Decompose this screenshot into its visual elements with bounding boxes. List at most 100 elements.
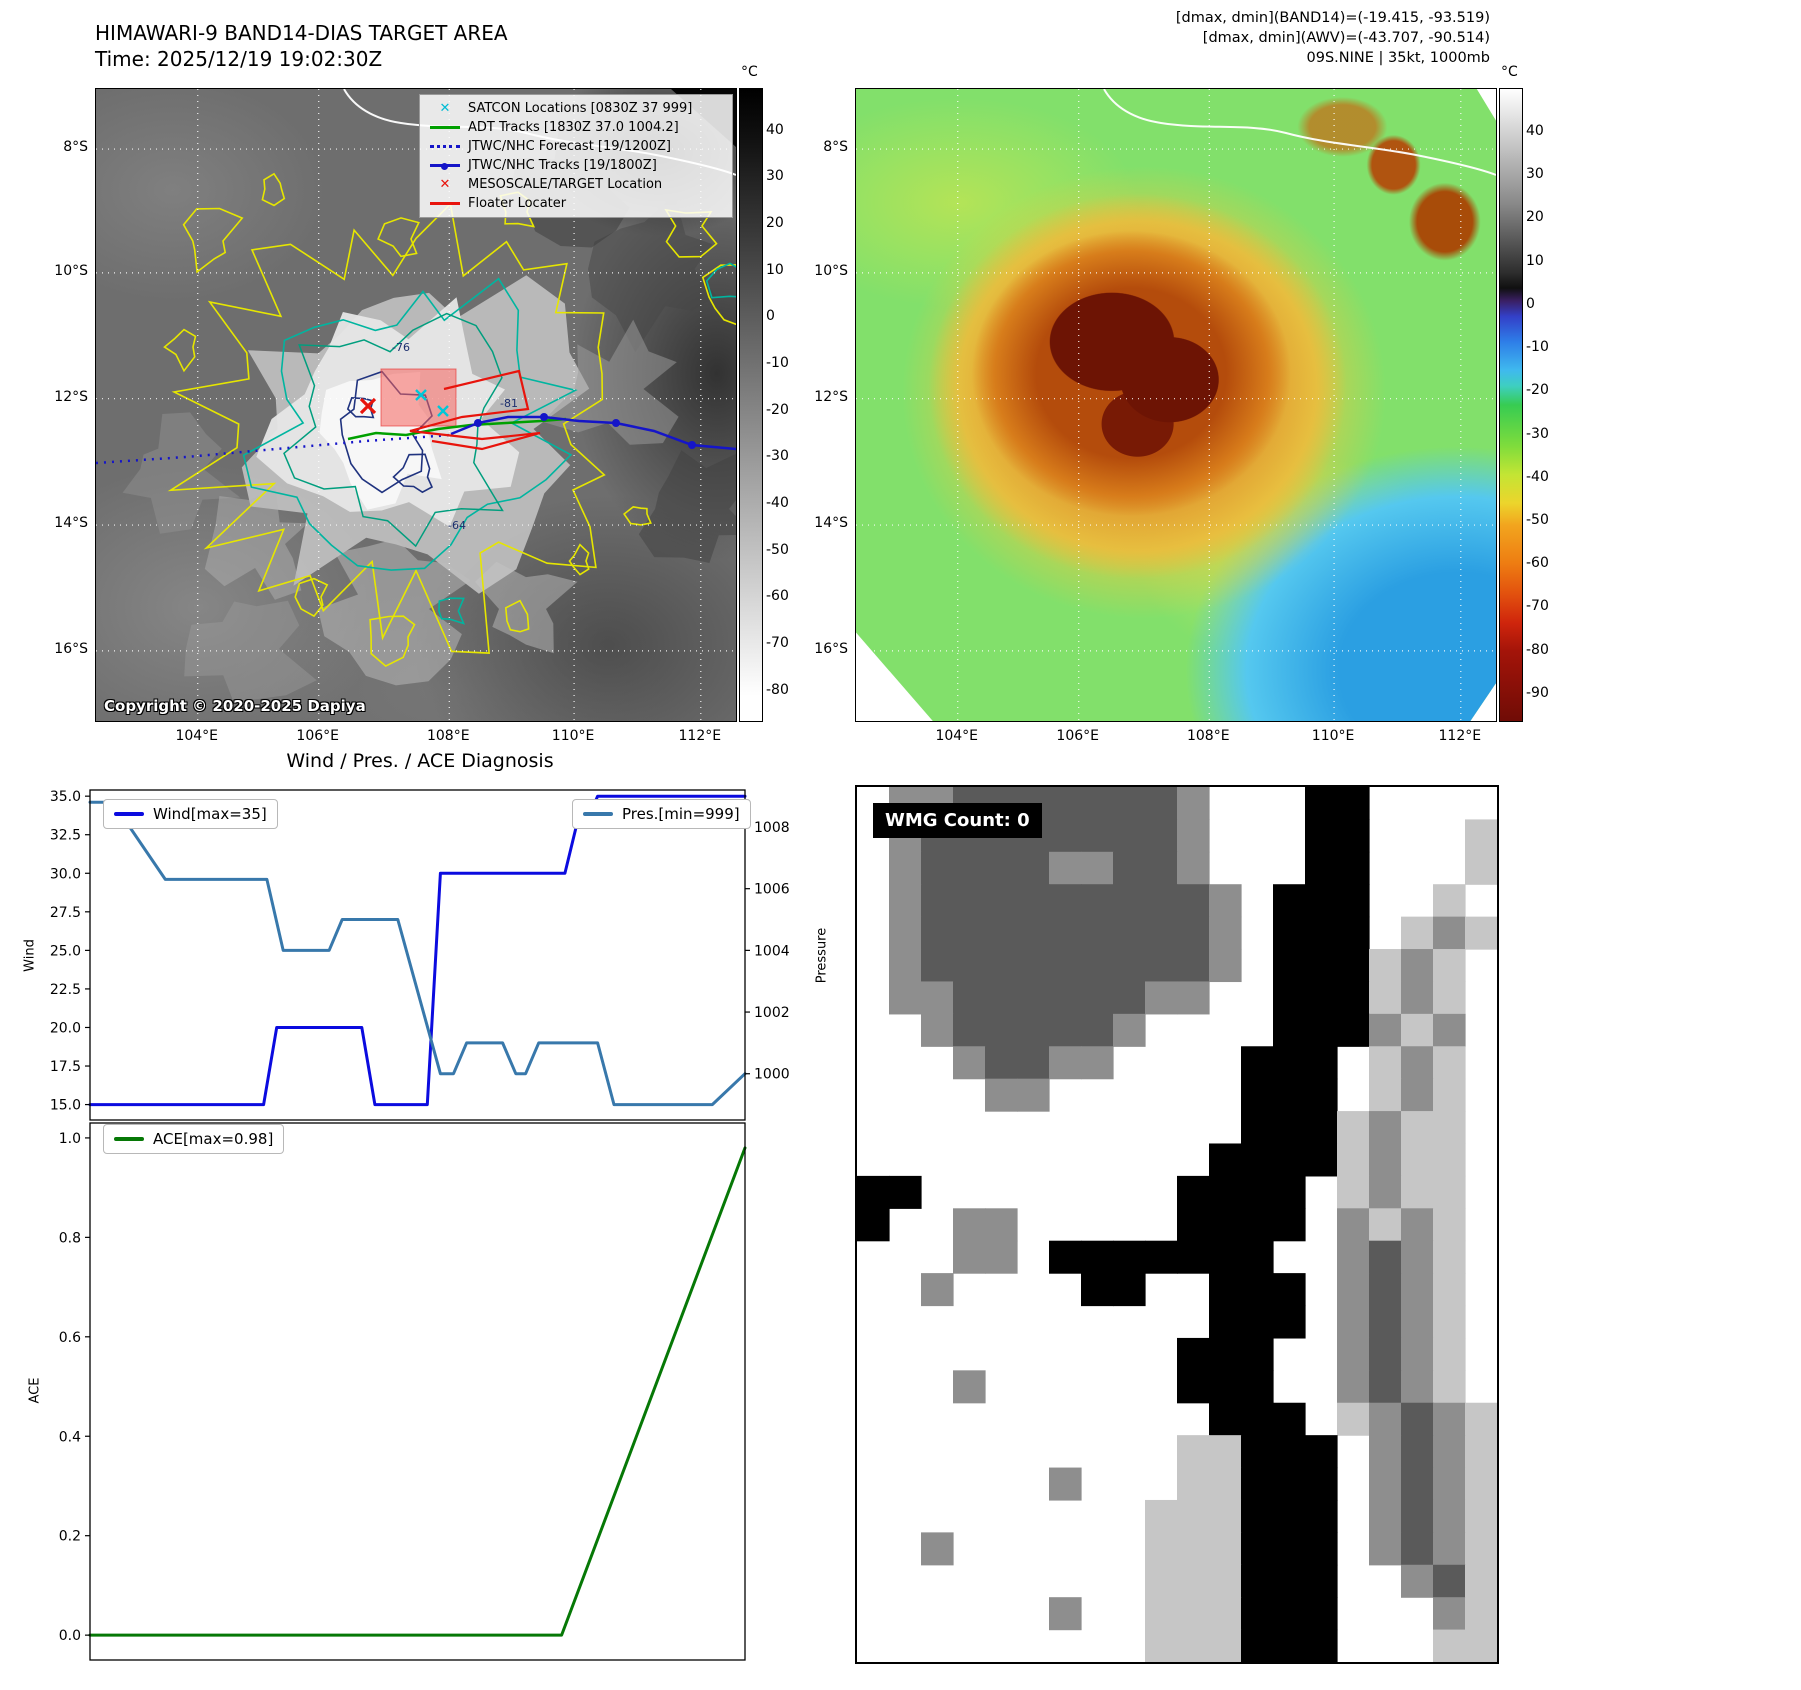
lon-tick-label: 112°E	[1438, 728, 1482, 744]
wmg-pixel	[1337, 981, 1370, 1015]
cloud-texture	[588, 194, 717, 353]
wmg-pixel	[953, 981, 986, 1015]
cloud-texture	[184, 600, 317, 701]
wmg-pixel	[1177, 1532, 1210, 1566]
wmg-pixel	[1401, 1078, 1434, 1112]
legend-label: MESOSCALE/TARGET Location	[468, 177, 663, 192]
contour-line	[504, 599, 530, 633]
wmg-pixel	[1241, 1273, 1274, 1307]
floater-track	[409, 369, 541, 451]
wmg-pixel	[1209, 1370, 1242, 1404]
wmg-pixel	[1401, 1305, 1434, 1339]
colorbar-tick-label: -40	[766, 495, 789, 511]
wmg-pixel	[1305, 1078, 1338, 1112]
y-tick-label: 22.5	[50, 982, 81, 998]
legend-item-forecast: JTWC/NHC Forecast [19/1200Z]	[428, 139, 724, 154]
wmg-pixel	[1081, 819, 1114, 853]
wmg-pixel	[1305, 787, 1338, 821]
jtwc-track-point	[612, 419, 620, 427]
wmg-pixel	[1433, 1597, 1466, 1631]
wmg-pixel	[1145, 981, 1178, 1015]
wmg-pixel	[1465, 1629, 1497, 1662]
wmg-pixel	[1241, 1208, 1274, 1242]
wmg-pixel	[1209, 1240, 1242, 1274]
wmg-pixel	[1241, 1175, 1274, 1209]
wmg-pixel	[953, 851, 986, 885]
y-tick-label: 27.5	[50, 905, 81, 921]
jtwc-line-icon	[428, 159, 462, 173]
wmg-pixel	[921, 949, 954, 983]
wmg-pixel	[1273, 884, 1306, 918]
wmg-pixel	[1113, 819, 1146, 853]
wmg-pixel	[1337, 1208, 1370, 1242]
wmg-pixel	[1209, 949, 1242, 983]
wmg-pixel	[1177, 1564, 1210, 1598]
wmg-pixel	[1273, 1046, 1306, 1080]
colorbar-tick-label: -90	[1526, 684, 1549, 701]
contour-line	[294, 577, 329, 618]
y-tick-label: 1006	[754, 882, 790, 898]
awv-satellite-image	[856, 89, 1496, 721]
y-tick-label: 32.5	[50, 828, 81, 844]
wmg-pixel	[1177, 787, 1210, 821]
wmg-pixel	[1337, 1111, 1370, 1145]
wmg-pixel	[1369, 1175, 1402, 1209]
wmg-pixel	[857, 1208, 890, 1242]
wmg-pixel	[1369, 1208, 1402, 1242]
charts-title: Wind / Pres. / ACE Diagnosis	[286, 750, 554, 772]
wmg-pixel	[953, 916, 986, 950]
wmg-pixel	[1241, 1370, 1274, 1404]
adt-line-icon	[428, 121, 462, 135]
dmax-annotations: [dmax, dmin](BAND14)=(-19.415, -93.519) …	[990, 8, 1490, 68]
contour-line	[163, 328, 197, 373]
y-tick-label: 25.0	[50, 943, 81, 959]
lat-tick-label: 16°S	[54, 640, 88, 657]
wmg-pixel	[985, 1046, 1018, 1080]
wmg-pixel	[1017, 884, 1050, 918]
wmg-pixel	[953, 1046, 986, 1080]
wmg-pixel	[889, 981, 922, 1015]
wmg-pixel	[1337, 1013, 1370, 1047]
wmg-pixel	[1433, 1564, 1466, 1598]
wmg-pixel	[1433, 981, 1466, 1015]
legend-label: SATCON Locations [0830Z 37 999]	[468, 101, 693, 116]
wmg-pixel	[1465, 819, 1497, 853]
lat-tick-label: 16°S	[814, 640, 848, 657]
wmg-pixel	[1177, 1499, 1210, 1533]
wmg-pixel	[921, 1013, 954, 1047]
plot-frame	[89, 789, 746, 1121]
wmg-pixel	[1369, 1499, 1402, 1533]
cloud-texture	[638, 450, 736, 563]
jtwc-track-point	[474, 419, 482, 427]
wmg-pixel	[1081, 949, 1114, 983]
wmg-pixel	[1081, 851, 1114, 885]
wmg-pixel	[1241, 1629, 1274, 1662]
y-tick-label: 0.8	[59, 1230, 81, 1246]
jtwc-track-point	[540, 413, 548, 421]
wmg-pixel	[985, 916, 1018, 950]
contour-line	[377, 217, 420, 258]
wmg-pixel	[985, 981, 1018, 1015]
lon-tick-label: 106°E	[1056, 728, 1099, 744]
contour-line	[623, 506, 652, 526]
wmg-pixel	[1177, 1208, 1210, 1242]
wmg-pixel	[1145, 949, 1178, 983]
annotation-storm: 09S.NINE | 35kt, 1000mb	[1306, 50, 1490, 66]
y-tick-label: 20.0	[50, 1020, 81, 1036]
wmg-pixel	[1049, 1467, 1082, 1501]
wmg-pixel	[1209, 1629, 1242, 1662]
target-x-marker	[359, 397, 377, 415]
wmg-pixel	[1305, 1564, 1338, 1598]
wmg-pixel	[1241, 1435, 1274, 1469]
wmg-pixel	[1401, 1111, 1434, 1145]
wmg-pixel	[1209, 1499, 1242, 1533]
wmg-pixel	[1273, 1175, 1306, 1209]
ace-legend-label: ACE[max=0.98]	[153, 1130, 274, 1148]
wmg-pixel	[1241, 1402, 1274, 1436]
wmg-pixel	[1145, 819, 1178, 853]
wmg-pixel	[1081, 1273, 1114, 1307]
band14-title-block: HIMAWARI-9 BAND14-DIAS TARGET AREA Time:…	[95, 20, 508, 72]
wmg-panel: WMG Count: 0	[855, 785, 1499, 1664]
y-tick-label: 1004	[754, 943, 790, 959]
wmg-pixel	[1401, 1499, 1434, 1533]
